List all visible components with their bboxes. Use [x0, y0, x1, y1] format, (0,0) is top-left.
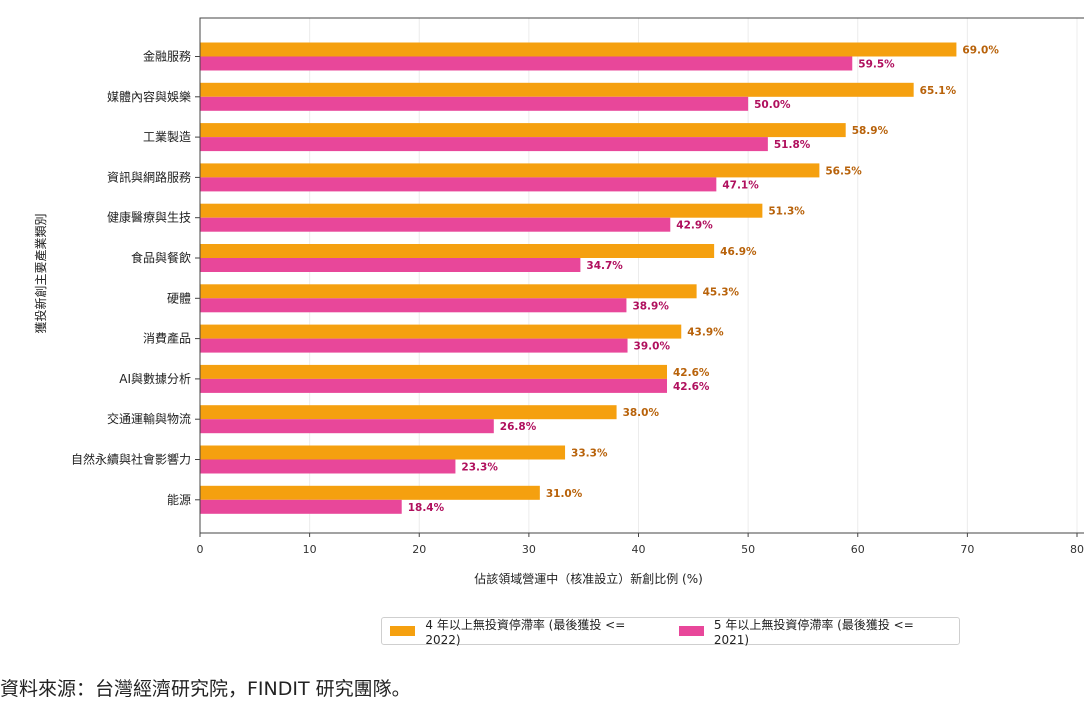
plot-frame [199, 17, 1084, 534]
value-label: 47.1% [722, 179, 759, 191]
category-label: 消費產品 [143, 331, 191, 346]
category-label: 硬體 [167, 291, 191, 305]
bar-series-2 [200, 258, 581, 272]
value-label: 18.4% [408, 502, 445, 514]
category-label: AI與數據分析 [119, 372, 191, 386]
category-label: 媒體內容與娛樂 [107, 89, 191, 104]
x-tick-label: 80 [1070, 543, 1084, 556]
value-label: 26.8% [500, 421, 537, 433]
x-tick-label: 10 [303, 543, 317, 556]
bar-series-2 [200, 459, 456, 474]
value-label: 38.9% [632, 300, 669, 312]
x-tick-label: 40 [632, 543, 646, 556]
bar-series-1 [200, 123, 846, 138]
legend-label-series-2: 5 年以上無投資停滯率 (最後獲投 <= 2021) [713, 617, 914, 647]
legend-label-series-1: 4 年以上無投資停滯率 (最後獲投 <= 2022) [425, 617, 626, 647]
value-label: 51.8% [774, 139, 811, 151]
x-tick-label: 30 [522, 543, 536, 556]
category-label: 金融服務 [143, 49, 191, 64]
value-label: 42.9% [676, 220, 713, 232]
value-label: 46.9% [720, 246, 757, 258]
bar-series-1 [200, 163, 820, 178]
value-label: 42.6% [673, 367, 710, 379]
category-label: 工業製造 [143, 130, 191, 144]
value-label: 34.7% [586, 260, 623, 272]
value-label: 69.0% [962, 45, 999, 57]
legend-item-series-2: 5 年以上無投資停滯率 (最後獲投 <= 2021) [678, 616, 948, 647]
bar-series-1 [200, 485, 540, 500]
bar-series-2 [200, 96, 749, 111]
legend-swatch-series-2 [678, 626, 704, 636]
value-label: 59.5% [858, 59, 895, 71]
category-labels: 金融服務媒體內容與娛樂工業製造資訊與網路服務健康醫療與生技食品與餐飲硬體消費產品… [71, 49, 200, 507]
value-label: 38.0% [623, 407, 660, 419]
value-label: 39.0% [634, 341, 671, 353]
bar-series-2 [200, 298, 627, 313]
value-label: 50.0% [754, 99, 791, 111]
bar-series-1 [200, 445, 566, 460]
legend-swatch-series-1 [390, 626, 416, 636]
bar-series-1 [200, 284, 697, 299]
category-label: 能源 [167, 493, 191, 507]
value-label: 65.1% [920, 85, 957, 97]
x-tick-label: 70 [960, 543, 974, 556]
bar-series-2 [200, 499, 402, 514]
bar-series-1 [200, 244, 715, 258]
category-label: 自然永續與社會影響力 [71, 452, 191, 467]
bar-series-1 [200, 42, 957, 57]
bar-series-2 [200, 56, 853, 71]
value-label: 45.3% [703, 286, 740, 298]
source-note: 資料來源：台灣經濟研究院，FINDIT 研究團隊。 [0, 678, 411, 700]
bar-series-2 [200, 419, 494, 434]
value-label: 23.3% [461, 462, 498, 474]
legend-item-series-1: 4 年以上無投資停滯率 (最後獲投 <= 2022) [390, 616, 659, 647]
value-label: 31.0% [546, 488, 583, 500]
category-label: 交通運輸與物流 [107, 411, 191, 426]
bar-series-1 [200, 364, 668, 379]
x-ticks: 0 10 20 30 40 50 60 70 80 [197, 533, 1084, 556]
bar-series-1 [200, 405, 617, 420]
bar-series-1 [200, 82, 914, 97]
value-label: 56.5% [825, 165, 862, 177]
x-tick-label: 0 [197, 543, 204, 556]
category-label: 食品與餐飲 [131, 250, 191, 265]
category-label: 健康醫療與生技 [107, 210, 191, 225]
value-label: 42.6% [673, 381, 710, 393]
bar-series-1 [200, 203, 763, 218]
x-tick-label: 20 [412, 543, 426, 556]
x-axis-title: 佔該領域營運中（核准設立）新創比例 (%) [474, 571, 703, 586]
bars [200, 42, 957, 514]
value-label: 58.9% [852, 125, 889, 137]
bar-series-2 [200, 137, 768, 152]
bar-chart: 69.0% 59.5% 65.1% 50.0% 58.9% 51.8% 56.5% 47.1%… [33, 17, 1084, 586]
y-axis-title: 獲投新創主要產業類別 [33, 213, 48, 333]
bar-series-2 [200, 378, 668, 393]
x-tick-label: 60 [851, 543, 865, 556]
value-label: 33.3% [571, 448, 608, 460]
legend: 4 年以上無投資停滯率 (最後獲投 <= 2022) 5 年以上無投資停滯率 (… [381, 616, 960, 647]
bar-series-2 [200, 338, 628, 353]
x-tick-label: 50 [741, 543, 755, 556]
category-label: 資訊與網路服務 [107, 169, 191, 184]
bar-series-2 [200, 177, 717, 192]
value-label: 43.9% [687, 327, 724, 339]
value-labels: 69.0% 59.5% 65.1% 50.0% 58.9% 51.8% 56.5% 47.1%… [408, 45, 1000, 514]
value-label: 51.3% [768, 206, 805, 218]
bar-series-1 [200, 324, 682, 339]
bar-series-2 [200, 217, 671, 232]
